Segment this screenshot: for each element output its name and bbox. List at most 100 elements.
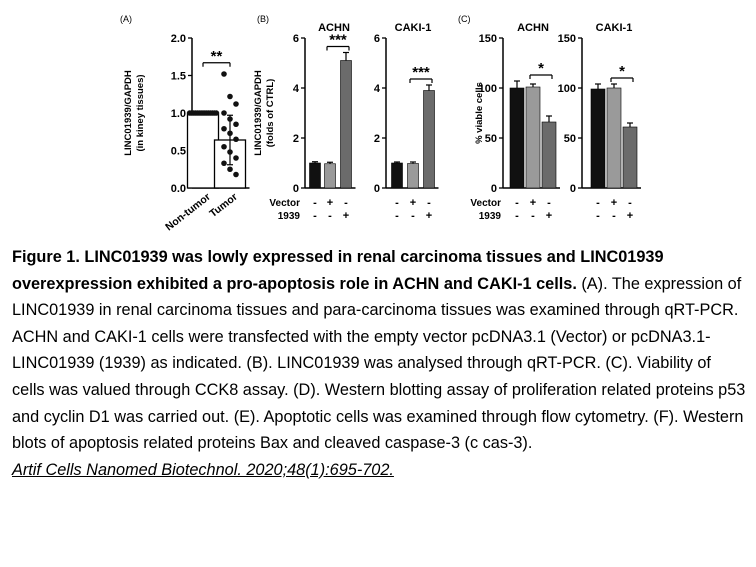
y-tick-label: 50 — [485, 133, 497, 145]
y-axis-label: LINC01939/GAPDH — [253, 70, 264, 156]
significance-label: ** — [211, 48, 223, 65]
bar — [309, 162, 321, 189]
caption-body: (A). The expression of LINC01939 in rena… — [12, 274, 746, 453]
data-point — [233, 155, 239, 161]
y-tick-label: 0.0 — [171, 183, 186, 195]
data-point — [221, 143, 227, 150]
bar — [324, 163, 336, 189]
treatment-sign: - — [531, 210, 535, 222]
treatment-sign: + — [546, 210, 552, 222]
y-tick-label: 4 — [374, 83, 381, 95]
data-point — [227, 93, 233, 100]
y-tick-label: 1.0 — [171, 108, 186, 120]
data-point — [221, 71, 227, 77]
panel-label: (A) — [120, 14, 132, 24]
y-tick-label: 2.0 — [171, 33, 186, 45]
bar — [186, 112, 220, 189]
treatment-sign: + — [327, 197, 333, 209]
y-tick-label: 150 — [479, 33, 497, 45]
treatment-sign: - — [612, 210, 616, 222]
treatment-sign: + — [343, 210, 349, 222]
bar — [622, 126, 638, 189]
treatment-sign: - — [547, 197, 551, 209]
treatment-sign: - — [596, 197, 600, 209]
y-tick-label: 100 — [479, 83, 497, 95]
treatment-sign: + — [627, 210, 633, 222]
significance-label: *** — [329, 32, 347, 49]
chart-title: ACHN — [318, 22, 350, 34]
caption-title: Figure 1. LINC01939 was lowly expressed … — [12, 248, 664, 293]
treatment-row-label: Vector — [470, 198, 501, 209]
y-tick-label: 0.5 — [171, 146, 186, 158]
treatment-row-label: 1939 — [479, 211, 502, 222]
data-point — [221, 160, 227, 167]
y-tick-label: 6 — [293, 33, 299, 45]
x-tick-label: Non-tumor — [163, 191, 213, 233]
y-axis-label: (in kiney tissues) — [135, 74, 146, 151]
treatment-sign: - — [628, 197, 632, 209]
significance-label: *** — [412, 64, 430, 81]
data-point — [227, 116, 233, 122]
treatment-sign: - — [313, 197, 317, 209]
y-tick-label: 0 — [374, 183, 380, 195]
treatment-sign: - — [427, 197, 431, 209]
treatment-sign: - — [313, 210, 317, 222]
y-axis-label: (folds of CTRL) — [265, 79, 276, 148]
data-point — [233, 101, 239, 107]
bar — [525, 86, 541, 189]
bar — [391, 162, 403, 189]
data-point — [233, 171, 239, 178]
treatment-sign: - — [515, 197, 519, 209]
bar — [509, 87, 525, 189]
y-tick-label: 0 — [491, 183, 497, 195]
y-tick-label: 6 — [374, 33, 380, 45]
data-point — [233, 136, 239, 143]
significance-label: * — [619, 63, 625, 80]
y-tick-label: 1.5 — [171, 71, 186, 83]
figure-caption: Figure 1. LINC01939 was lowly expressed … — [12, 244, 747, 483]
bar — [590, 88, 606, 189]
chart-title: CAKI-1 — [596, 22, 633, 34]
bar — [541, 121, 557, 189]
panel-label: (B) — [257, 14, 269, 24]
y-tick-label: 2 — [293, 133, 299, 145]
treatment-sign: - — [344, 197, 348, 209]
chart-title: ACHN — [517, 22, 549, 34]
treatment-sign: - — [596, 210, 600, 222]
y-tick-label: 100 — [558, 83, 576, 95]
treatment-sign: + — [530, 197, 536, 209]
data-point — [233, 121, 239, 128]
data-point — [227, 149, 233, 155]
y-tick-label: 50 — [564, 133, 576, 145]
data-point — [227, 166, 233, 173]
treatment-sign: + — [410, 197, 416, 209]
bar — [606, 87, 622, 189]
bar — [423, 90, 435, 189]
y-tick-label: 0 — [570, 183, 576, 195]
treatment-sign: - — [328, 210, 332, 222]
treatment-sign: - — [395, 197, 399, 209]
x-tick-label: Tumor — [207, 191, 240, 220]
y-tick-label: 0 — [293, 183, 299, 195]
data-point — [221, 125, 227, 132]
y-axis-label: LINC01939/GAPDH — [123, 70, 134, 156]
data-point — [213, 110, 220, 116]
panel-label: (C) — [458, 14, 471, 24]
treatment-sign: - — [395, 210, 399, 222]
data-point — [227, 130, 233, 137]
significance-label: * — [538, 60, 544, 77]
chart-title: CAKI-1 — [395, 22, 432, 34]
treatment-sign: + — [611, 197, 617, 209]
data-point — [221, 110, 227, 116]
caption-citation: Artif Cells Nanomed Biotechnol. 2020;48(… — [12, 460, 394, 479]
bar — [407, 163, 419, 189]
treatment-sign: - — [515, 210, 519, 222]
y-axis-label: % viable cells — [474, 82, 485, 144]
treatment-sign: - — [411, 210, 415, 222]
bar — [340, 60, 352, 189]
y-tick-label: 2 — [374, 133, 380, 145]
treatment-row-label: 1939 — [278, 211, 301, 222]
treatment-sign: + — [426, 210, 432, 222]
y-tick-label: 150 — [558, 33, 576, 45]
